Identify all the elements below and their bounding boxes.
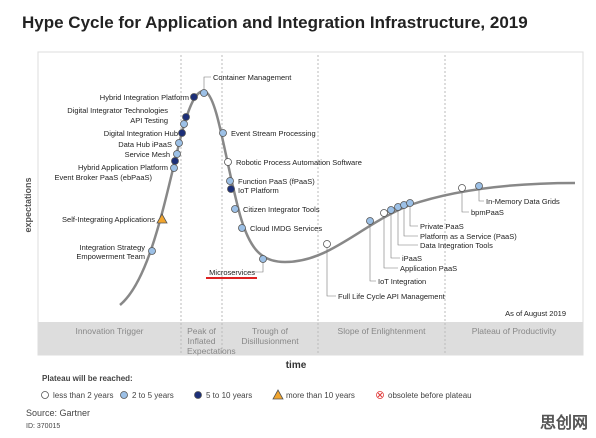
- node-label: Citizen Integrator Tools: [243, 205, 320, 214]
- node-label: iPaaS: [402, 254, 423, 263]
- legend-marker: [194, 391, 202, 399]
- legend-marker-x: [377, 392, 383, 398]
- node-marker: [238, 224, 246, 232]
- node-label: In-Memory Data Grids: [486, 197, 560, 206]
- node-label: Function PaaS (fPaaS): [238, 177, 315, 186]
- legend-label: 2 to 5 years: [132, 391, 174, 400]
- node-marker: [231, 205, 239, 213]
- leader-line: [461, 188, 469, 213]
- node-marker: [227, 185, 235, 193]
- legend-label: 5 to 10 years: [206, 391, 252, 400]
- node-label: Data Integration Tools: [420, 241, 493, 250]
- node-label: Private PaaS: [420, 222, 464, 231]
- node-label: Hybrid Application Platform: [77, 163, 168, 172]
- node-label: Microservices: [209, 268, 255, 277]
- node-marker: [148, 247, 156, 255]
- leader-line: [478, 186, 484, 202]
- node-label: Application PaaS: [400, 264, 458, 273]
- node-marker: [173, 150, 181, 158]
- leader-line: [403, 205, 418, 237]
- legend-label: obsolete before plateau: [388, 391, 472, 400]
- node-marker: [224, 158, 232, 166]
- watermark: 思创网: [540, 413, 588, 432]
- leader-line: [383, 213, 398, 269]
- node-marker: [171, 157, 179, 165]
- node-label: Platform as a Service (PaaS): [420, 232, 517, 241]
- phase-label: Peak of Inflated Expectations: [187, 326, 236, 356]
- node-marker: [387, 206, 395, 214]
- leader-line: [203, 76, 211, 93]
- phase-label: Slope of Enlightenment: [337, 326, 426, 336]
- node-label: Data Hub iPaaS: [118, 140, 172, 149]
- node-marker: [190, 93, 198, 101]
- node-label: IoT Platform: [238, 186, 279, 195]
- node-label: Robotic Process Automation Software: [236, 158, 362, 167]
- doc-id: ID: 370015: [26, 423, 60, 430]
- node-label: Event Stream Processing: [231, 129, 316, 138]
- node-marker: [219, 129, 227, 137]
- node-marker: [156, 213, 168, 224]
- node-label: Full Life Cycle API Management: [338, 292, 445, 301]
- legend-marker: [272, 389, 284, 400]
- leader-line: [253, 259, 264, 273]
- node-marker: [180, 120, 188, 128]
- node-marker: [380, 209, 388, 217]
- phase-label: Plateau of Productivity: [471, 326, 557, 336]
- phase-label: Trough of Disillusionment: [241, 326, 299, 346]
- node-marker: [259, 255, 267, 263]
- leader-line: [326, 244, 336, 297]
- node-marker: [475, 182, 483, 190]
- node-marker: [323, 240, 331, 248]
- node-label: Hybrid Integration Platform: [99, 93, 189, 102]
- y-axis-label: expectations: [23, 177, 33, 232]
- as-of: As of August 2019: [505, 309, 566, 318]
- leader-line: [397, 207, 418, 246]
- node-marker: [226, 177, 234, 185]
- node-marker: [200, 89, 208, 97]
- phase-band: [38, 322, 583, 355]
- source: Source: Gartner: [26, 408, 90, 418]
- node-marker: [175, 139, 183, 147]
- node-label: Digital Integrator Technologies: [67, 106, 168, 115]
- node-label: IoT Integration: [378, 277, 427, 286]
- node-marker: [170, 164, 178, 172]
- phase-dividers: [180, 55, 446, 355]
- legend-label: less than 2 years: [53, 391, 113, 400]
- node-marker: [458, 184, 466, 192]
- node-label: Digital Integration Hub: [103, 129, 178, 138]
- node-marker: [178, 129, 186, 137]
- node-label: API Testing: [130, 116, 168, 125]
- node-label: Self-Integrating Applications: [62, 215, 155, 224]
- legend-marker: [41, 391, 49, 399]
- node-marker: [406, 199, 414, 207]
- leader-line: [409, 203, 418, 227]
- node-marker: [366, 217, 374, 225]
- node-label: Integration Strategy Empowerment Team: [76, 243, 145, 261]
- leader-line: [390, 210, 400, 259]
- legend-label: more than 10 years: [286, 391, 355, 400]
- node-label: Container Management: [213, 73, 292, 82]
- node-marker: [182, 113, 190, 121]
- legend-title: Plateau will be reached:: [42, 374, 133, 383]
- node-label: Service Mesh: [124, 150, 170, 159]
- x-axis-label: time: [286, 360, 307, 371]
- node-label: Cloud IMDG Services: [250, 224, 323, 233]
- leader-line: [369, 221, 376, 282]
- legend-marker: [120, 391, 128, 399]
- title: Hype Cycle for Application and Integrati…: [22, 13, 528, 32]
- node-label: Event Broker PaaS (ebPaaS): [54, 173, 152, 182]
- node-label: bpmPaaS: [471, 208, 504, 217]
- phase-label: Innovation Trigger: [75, 326, 144, 336]
